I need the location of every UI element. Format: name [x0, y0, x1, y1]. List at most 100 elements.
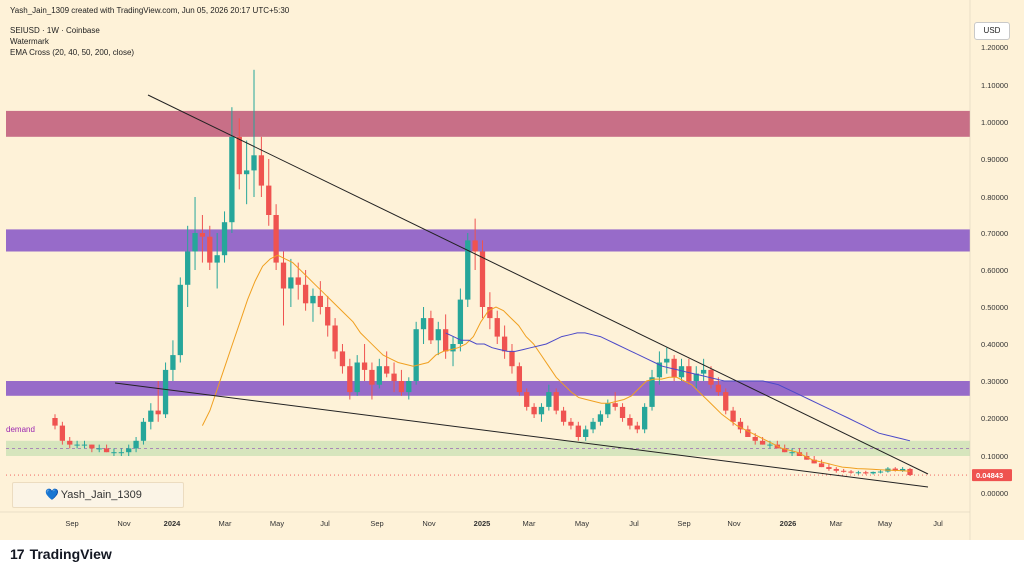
candle-body [767, 444, 773, 446]
tradingview-logo-icon: 17 [10, 546, 25, 562]
demand-zone-label: demand [6, 425, 35, 434]
candle-body [96, 448, 102, 450]
time-tick-label: Nov [727, 519, 741, 528]
candle-body [546, 392, 552, 407]
candle-body [848, 471, 854, 473]
candle-body [67, 440, 73, 445]
candle-body [671, 358, 677, 378]
candle-body [907, 468, 913, 476]
candle-body [877, 471, 884, 473]
candle-body [870, 471, 876, 474]
watermark-legend[interactable]: Watermark [10, 37, 49, 46]
candle-body [302, 284, 309, 304]
candle-body [118, 452, 124, 454]
author-name: Yash_Jain_1309 [60, 489, 142, 501]
time-tick-label: Sep [677, 519, 690, 528]
candle-body [442, 329, 449, 352]
candle-body [413, 329, 419, 381]
candle-body [332, 325, 338, 352]
tradingview-logo[interactable]: 17 TradingView [10, 546, 112, 562]
candle-body [361, 362, 368, 370]
candle-body [317, 295, 323, 307]
candle-body [177, 284, 183, 356]
candle-body [678, 366, 685, 378]
candle-body [391, 373, 397, 381]
candle-body [52, 418, 58, 426]
price-tick-label: 0.00000 [981, 489, 1008, 498]
candle-body [759, 440, 766, 445]
candle-body [229, 136, 235, 223]
time-tick-label: 2026 [780, 519, 797, 528]
price-tick-label: 1.10000 [981, 81, 1008, 90]
candle-body [428, 318, 434, 341]
candle-body [693, 373, 699, 381]
time-tick-label: May [878, 519, 892, 528]
candle-body [627, 418, 633, 426]
candle-body [258, 155, 265, 186]
candle-body [406, 381, 412, 393]
price-tick-label: 0.50000 [981, 303, 1008, 312]
candle-body [804, 456, 810, 460]
candle-body [457, 299, 464, 344]
indicator-legend[interactable]: EMA Cross (20, 40, 50, 200, close) [10, 48, 135, 57]
symbol-legend[interactable]: SEIUSD · 1W · Coinbase [10, 26, 100, 35]
ema-slow-line [445, 332, 911, 442]
time-tick-label: Mar [219, 519, 232, 528]
time-tick-label: Mar [523, 519, 536, 528]
time-tick-label: 2024 [164, 519, 182, 528]
currency-button[interactable]: USD [974, 22, 1010, 40]
price-tick-label: 0.10000 [981, 452, 1008, 461]
candle-body [214, 255, 220, 263]
candle-body [126, 448, 132, 453]
price-tick-label: 0.30000 [981, 377, 1008, 386]
candle-body [782, 448, 788, 453]
price-tick-label: 0.60000 [981, 266, 1008, 275]
candle-body [103, 448, 110, 453]
candle-body [369, 369, 375, 385]
candle-body [266, 185, 272, 215]
candle-body [339, 351, 346, 367]
candle-body [384, 366, 390, 374]
lower-trendline [114, 382, 929, 488]
candle-body [148, 410, 154, 422]
candle-body [347, 366, 353, 393]
candle-body [398, 381, 405, 393]
last-price-tag [972, 469, 1012, 482]
candle-body [723, 392, 729, 411]
candle-body [752, 437, 758, 441]
candle-body [111, 452, 117, 454]
candle-body [538, 406, 545, 415]
candle-body [243, 170, 250, 175]
candle-body [553, 392, 559, 411]
candle-body [634, 425, 640, 430]
candle-body [487, 307, 493, 319]
candle-body [420, 318, 427, 330]
candle-body [479, 251, 486, 307]
price-tick-label: 0.90000 [981, 155, 1008, 164]
support-zone [6, 381, 970, 396]
time-tick-label: Nov [422, 519, 436, 528]
price-tick-label: 0.40000 [981, 340, 1008, 349]
candle-body [273, 215, 279, 263]
candle-body [686, 366, 692, 381]
candle-body [162, 369, 169, 415]
candle-body [605, 403, 611, 415]
tradingview-logo-text: TradingView [29, 546, 112, 562]
candlestick-chart[interactable]: 1.20000 1.10000 1.00000 0.90000 0.80000 0.700… [0, 0, 1024, 540]
price-tick-label: 0.80000 [981, 193, 1008, 202]
candle-body [833, 468, 839, 471]
attribution-text: Yash_Jain_1309 created with TradingView.… [10, 6, 290, 15]
candle-body [435, 329, 441, 341]
chart-area[interactable]: 1.20000 1.10000 1.00000 0.90000 0.80000 0.700… [0, 0, 1024, 540]
time-tick-label: Mar [830, 519, 843, 528]
candle-body [612, 403, 618, 407]
candle-body [863, 472, 869, 474]
candle-body [730, 410, 736, 422]
candle-body [789, 452, 795, 454]
price-tick-label: 0.70000 [981, 229, 1008, 238]
candle-body [796, 452, 803, 456]
candle-body [568, 421, 574, 426]
candle-body [700, 369, 707, 374]
time-tick-label: 2025 [474, 519, 491, 528]
